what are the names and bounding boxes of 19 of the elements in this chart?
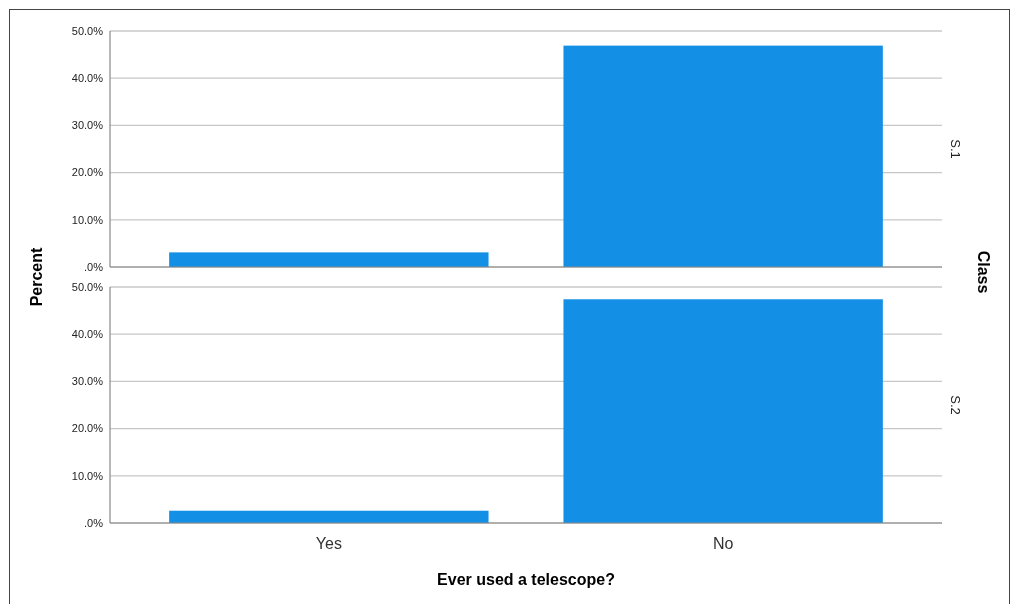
y-tick-label: 50.0% bbox=[71, 24, 104, 37]
y-tick-label: .0% bbox=[84, 516, 104, 529]
x-axis-title: Ever used a telescope? bbox=[437, 571, 615, 588]
y-tick-label: .0% bbox=[84, 260, 104, 273]
y-tick-label: 40.0% bbox=[71, 328, 104, 341]
y-tick-label: 30.0% bbox=[71, 119, 104, 132]
text: S.2 bbox=[948, 395, 964, 415]
y-tick-label: 30.0% bbox=[71, 375, 104, 388]
y-tick-label: 50.0% bbox=[71, 280, 104, 293]
y-tick-label: 20.0% bbox=[71, 422, 104, 435]
y-axis-title: Percent bbox=[28, 246, 45, 307]
text: Class bbox=[975, 250, 993, 294]
text: S.1 bbox=[948, 139, 964, 159]
x-tick-label: Yes bbox=[315, 535, 342, 552]
x-tick-label: No bbox=[712, 535, 734, 552]
y-tick-label: 10.0% bbox=[71, 469, 104, 482]
y-tick-label: 10.0% bbox=[71, 213, 104, 226]
y-tick-label: 40.0% bbox=[71, 72, 104, 85]
y-tick-label: 20.0% bbox=[71, 166, 104, 179]
